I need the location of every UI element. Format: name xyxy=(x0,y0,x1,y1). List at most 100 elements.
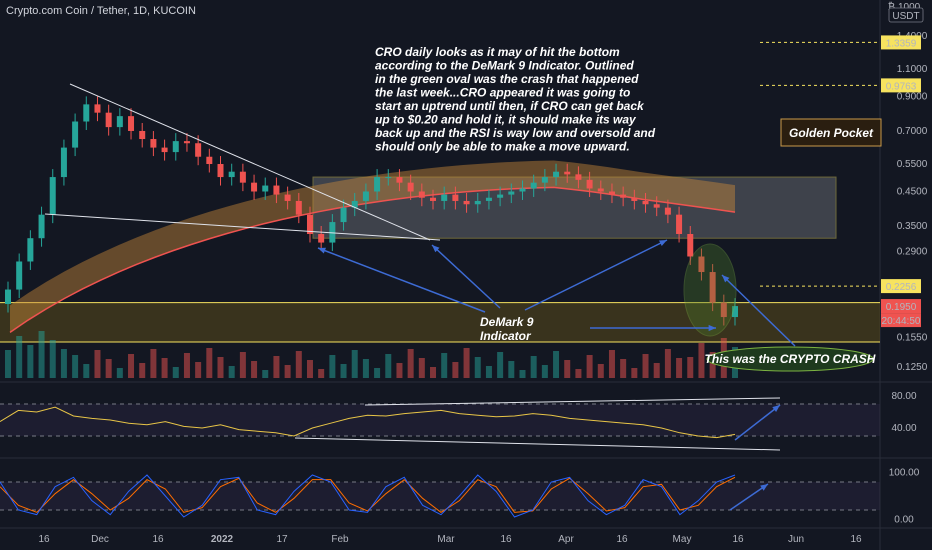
candle xyxy=(239,171,246,183)
candle xyxy=(362,191,369,201)
axis-unit-box xyxy=(888,7,924,23)
volume-bar xyxy=(396,363,403,378)
rsi-arrow xyxy=(734,404,781,441)
price-tick: 0.1250 xyxy=(897,362,928,373)
crash-label-oval xyxy=(706,346,874,372)
candle xyxy=(94,104,101,113)
volume-bar xyxy=(553,351,560,378)
candle xyxy=(497,194,504,198)
candle xyxy=(49,177,56,215)
rsi-line xyxy=(0,406,736,439)
candle xyxy=(407,182,414,192)
candle xyxy=(318,233,325,243)
stoch-tick: 0.00 xyxy=(894,514,914,525)
candle xyxy=(508,191,515,195)
volume-bar xyxy=(586,355,593,378)
stoch-tick: 100.00 xyxy=(889,468,920,479)
volume-bar xyxy=(631,368,638,378)
volume-bar xyxy=(653,363,660,378)
candle xyxy=(608,191,615,195)
volume-bar xyxy=(519,370,526,378)
volume-bar xyxy=(116,368,123,378)
countdown: 20:44:50 xyxy=(882,316,921,327)
volume-bar xyxy=(597,364,604,378)
volume-bar xyxy=(262,370,269,378)
price-label: 0.2256 xyxy=(886,282,917,293)
candle xyxy=(474,200,481,205)
volume-bar xyxy=(49,340,56,378)
annotation-line: the last week...CRO appeared it was goin… xyxy=(375,86,630,100)
rsi-trendline xyxy=(294,437,781,451)
demark-arrow xyxy=(431,244,501,309)
volume-bar xyxy=(239,352,246,378)
crash-arrow xyxy=(721,274,796,347)
candle xyxy=(485,197,492,201)
price-tick: 0.2900 xyxy=(897,247,928,258)
volume-bar xyxy=(94,350,101,378)
volume-bar xyxy=(620,359,627,378)
candle xyxy=(720,302,727,318)
candle xyxy=(385,177,392,179)
candle xyxy=(541,177,548,183)
rsi-tick: 40.00 xyxy=(891,423,916,434)
time-tick: 2022 xyxy=(211,534,234,545)
candle xyxy=(206,156,213,165)
trendline-upper xyxy=(69,83,431,241)
volume-bar xyxy=(329,355,336,378)
volume-bar xyxy=(351,350,358,378)
annotation-line: in the green oval was the crash that hap… xyxy=(375,72,639,86)
candle xyxy=(60,147,67,178)
resistance-zone xyxy=(312,176,837,239)
candle xyxy=(418,191,425,198)
volume-bar xyxy=(16,336,23,378)
volume-bar xyxy=(709,352,716,378)
volume-bar xyxy=(284,365,291,378)
stoch-arrow xyxy=(729,483,769,511)
price-tick: 0.7000 xyxy=(897,126,928,137)
volume-bar xyxy=(374,368,381,378)
time-tick: Apr xyxy=(558,534,574,545)
demark-arrow-head xyxy=(318,247,326,254)
candle xyxy=(27,238,34,262)
candle xyxy=(172,141,179,153)
stoch-d-line xyxy=(0,476,736,513)
volume-bar xyxy=(128,354,135,378)
stoch-band xyxy=(0,482,880,510)
price-label-box xyxy=(881,299,921,314)
volume-bar xyxy=(362,359,369,378)
volume-bar xyxy=(676,358,683,378)
time-tick: 16 xyxy=(152,534,164,545)
demark-arrow-head xyxy=(432,245,440,253)
rsi-band xyxy=(0,404,880,436)
candle xyxy=(631,197,638,201)
candle xyxy=(262,185,269,192)
candle xyxy=(195,143,202,157)
price-label: 0.9763 xyxy=(886,81,917,92)
demark-arrow xyxy=(524,239,668,311)
price-tick: 0.1550 xyxy=(897,333,928,344)
volume-bar xyxy=(463,348,470,378)
demark-arrow-head xyxy=(708,324,716,332)
crash-arrow-head xyxy=(722,275,730,283)
demark-label: DeMark 9 xyxy=(480,315,534,329)
annotation-line: back up and the RSI is way low and overs… xyxy=(375,126,656,140)
demark-arrow xyxy=(317,247,486,313)
candle xyxy=(284,194,291,201)
candle xyxy=(441,194,448,201)
candle xyxy=(116,116,123,128)
candle xyxy=(586,179,593,189)
time-tick: 16 xyxy=(732,534,744,545)
candle xyxy=(128,116,135,131)
price-tick: 0.3500 xyxy=(897,221,928,232)
price-tick: 0.5500 xyxy=(897,159,928,170)
volume-bar xyxy=(687,357,694,378)
volume-bar xyxy=(5,350,11,378)
volume-bar xyxy=(183,353,190,378)
volume-bar xyxy=(27,345,34,378)
volume-bar xyxy=(306,360,313,378)
volume-bar xyxy=(474,357,481,378)
candle xyxy=(620,194,627,198)
candle xyxy=(5,289,11,304)
price-label-box xyxy=(881,78,921,93)
